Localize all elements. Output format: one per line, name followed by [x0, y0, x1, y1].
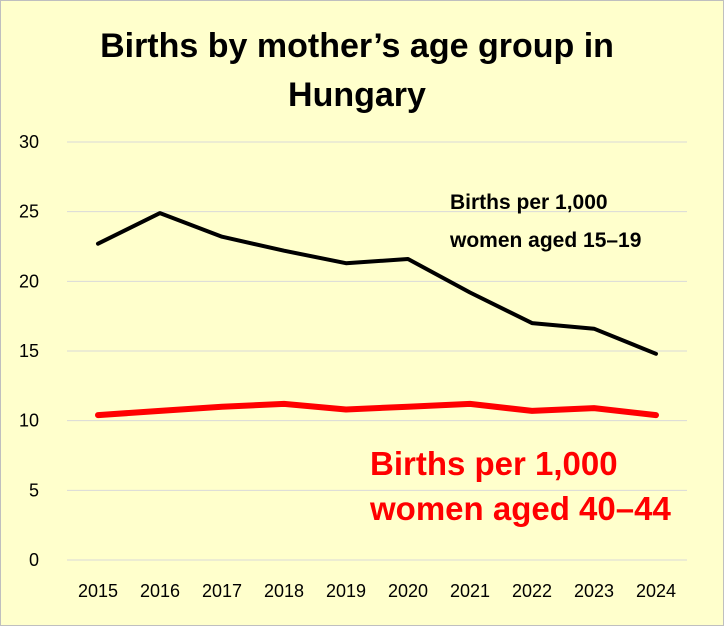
x-tick-label: 2017: [202, 581, 242, 601]
gridlines: [67, 141, 687, 561]
x-tick-label: 2015: [78, 581, 118, 601]
series-lines: [95, 211, 659, 419]
x-tick-label: 2018: [264, 581, 304, 601]
chart-title: Births by mother’s age group in Hungary: [100, 27, 614, 114]
series-label-older-line-1: Births per 1,000: [370, 445, 618, 482]
x-tick-label: 2016: [140, 581, 180, 601]
series-label-teen-line-2: women aged 15–19: [449, 229, 641, 252]
y-tick-label: 30: [19, 132, 39, 152]
y-tick-label: 20: [19, 271, 39, 291]
x-tick-label: 2019: [326, 581, 366, 601]
x-tick-label: 2022: [512, 581, 552, 601]
x-tick-label: 2023: [574, 581, 614, 601]
y-tick-label: 10: [19, 411, 39, 431]
y-tick-label: 15: [19, 341, 39, 361]
series-labels: Births per 1,000 women aged 15–19 Births…: [369, 191, 671, 527]
series-label-older-line-2: women aged 40–44: [369, 490, 671, 527]
y-tick-label: 5: [29, 480, 39, 500]
x-tick-label: 2020: [388, 581, 428, 601]
x-tick-label: 2024: [636, 581, 676, 601]
y-tick-label: 0: [29, 550, 39, 570]
x-tick-label: 2021: [450, 581, 490, 601]
x-axis-ticks: 2015 2016 2017 2018 2019 2020 2021 2022 2023 2024: [78, 581, 676, 601]
y-tick-label: 25: [19, 202, 39, 222]
series-line-older: [95, 400, 659, 419]
series-line-teen: [96, 211, 658, 356]
chart-title-line-1: Births by mother’s age group in: [100, 27, 614, 65]
y-axis-ticks: 0 5 10 15 20 25 30: [19, 132, 39, 570]
series-label-teen-line-1: Births per 1,000: [450, 191, 608, 214]
chart-title-line-2: Hungary: [288, 76, 426, 114]
